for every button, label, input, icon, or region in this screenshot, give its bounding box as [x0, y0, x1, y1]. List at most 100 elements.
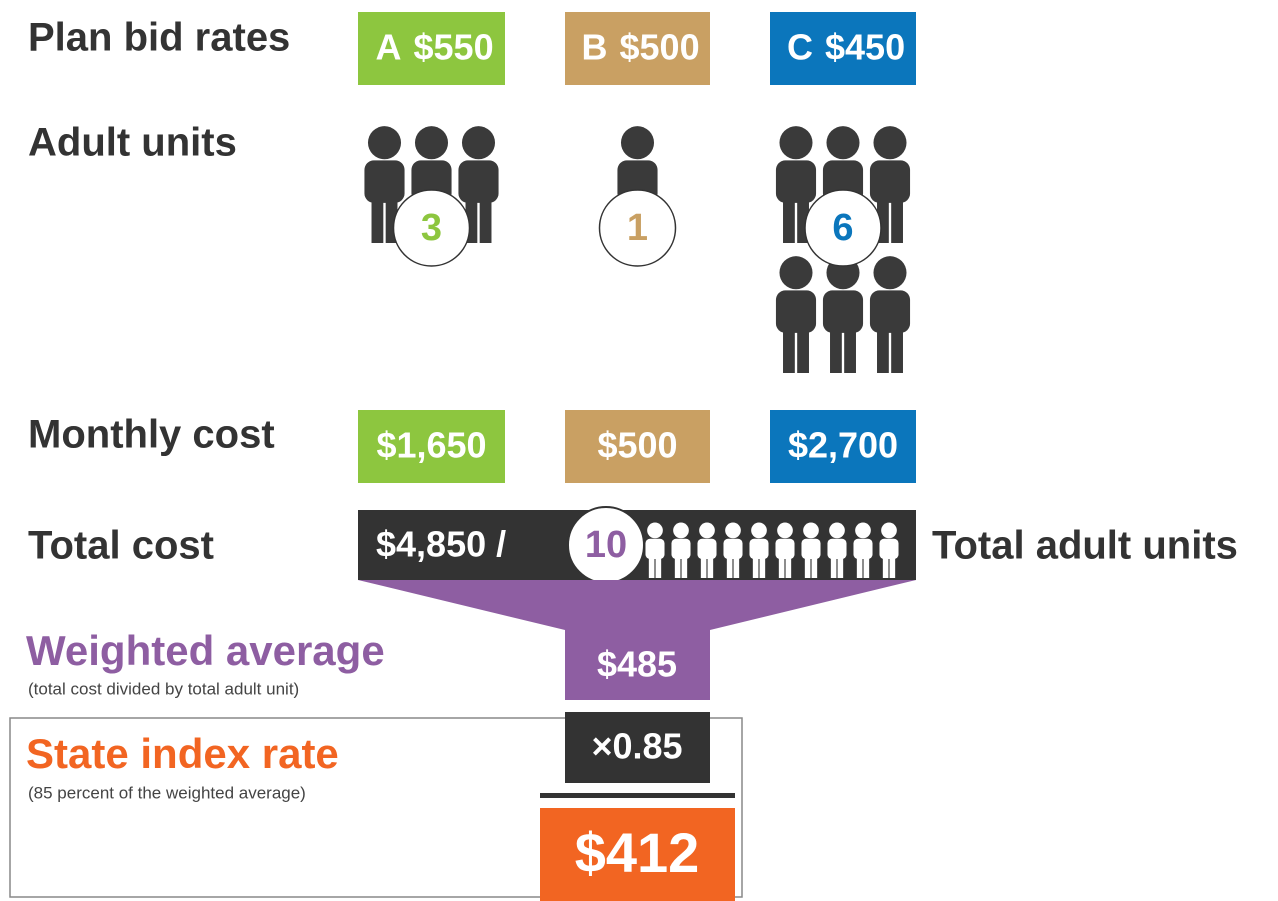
- person-head: [725, 522, 741, 539]
- person-head: [777, 522, 793, 539]
- person-leg: [674, 555, 681, 578]
- plan-units: 3: [421, 207, 442, 249]
- person-leg: [863, 555, 870, 578]
- person-leg: [759, 555, 766, 578]
- units-circle: [392, 189, 471, 267]
- person-body: [671, 538, 691, 559]
- person-head: [751, 522, 767, 539]
- multiplier: ×0.85: [591, 726, 682, 767]
- row-label: Total cost: [28, 524, 214, 568]
- units-circle: [598, 189, 677, 267]
- funnel: [358, 580, 916, 630]
- row-label: Plan bid rates: [28, 16, 290, 60]
- person-leg: [783, 325, 795, 373]
- total-cost: $4,850 /: [376, 524, 506, 565]
- person-head: [367, 126, 402, 160]
- cost-box: [770, 410, 916, 483]
- person-leg: [830, 325, 842, 373]
- person-head: [414, 126, 449, 160]
- plan-letter: C: [787, 27, 813, 68]
- divider: [540, 793, 735, 798]
- multiplier-box: [565, 712, 710, 783]
- cost-box: [565, 410, 710, 483]
- person-head: [855, 522, 871, 539]
- person-head: [620, 126, 655, 160]
- person-leg: [465, 195, 478, 243]
- rate-box: [770, 12, 916, 85]
- person-body: [775, 538, 795, 559]
- row-label: Total adult units: [932, 524, 1238, 568]
- person-head: [673, 522, 689, 539]
- person-body: [853, 538, 873, 559]
- state-note: (85 percent of the weighted average): [28, 783, 306, 802]
- plan-rate: $500: [620, 27, 700, 68]
- person-head: [873, 126, 907, 160]
- person-leg: [811, 555, 818, 578]
- person-leg: [889, 555, 896, 578]
- person-head: [779, 256, 813, 290]
- person-leg: [752, 555, 759, 578]
- person-leg: [681, 555, 688, 578]
- person-head: [699, 522, 715, 539]
- person-leg: [707, 555, 714, 578]
- person-head: [826, 126, 860, 160]
- units-circle: [804, 189, 882, 267]
- person-leg: [371, 195, 384, 243]
- person-leg: [733, 555, 740, 578]
- person-leg: [877, 195, 889, 243]
- person-body: [775, 290, 817, 333]
- weighted-note: (total cost divided by total adult unit): [28, 679, 299, 698]
- person-leg: [877, 325, 889, 373]
- person-head: [803, 522, 819, 539]
- state-panel: [9, 717, 743, 898]
- person-body: [645, 538, 665, 559]
- person-body: [869, 290, 911, 333]
- rate-box: [358, 12, 505, 85]
- person-leg: [797, 325, 809, 373]
- person-leg: [891, 195, 903, 243]
- cost-box: [358, 410, 505, 483]
- person-body: [827, 538, 847, 559]
- row-label: Adult units: [28, 121, 237, 165]
- person-body: [458, 160, 499, 203]
- person-body: [749, 538, 769, 559]
- person-leg: [804, 555, 811, 578]
- person-head: [779, 126, 813, 160]
- person-body: [869, 160, 911, 203]
- person-leg: [856, 555, 863, 578]
- person-leg: [655, 555, 662, 578]
- person-leg: [882, 555, 889, 578]
- person-body: [879, 538, 899, 559]
- weighted-value: $485: [597, 644, 677, 685]
- plan-rate: $550: [414, 27, 494, 68]
- plan-cost: $2,700: [788, 425, 898, 466]
- total-units: 10: [585, 524, 627, 566]
- person-body: [822, 290, 864, 333]
- state-value: $412: [575, 821, 700, 884]
- plan-rate: $450: [825, 27, 905, 68]
- person-body: [775, 160, 817, 203]
- plan-units: 1: [627, 207, 648, 249]
- plan-units: 6: [832, 207, 853, 249]
- plan-cost: $1,650: [376, 425, 486, 466]
- plan-letter: B: [582, 27, 608, 68]
- person-leg: [778, 555, 785, 578]
- row-label: Monthly cost: [28, 413, 275, 457]
- weighted-title: Weighted average: [26, 627, 385, 674]
- person-leg: [844, 325, 856, 373]
- person-body: [801, 538, 821, 559]
- person-body: [697, 538, 717, 559]
- person-leg: [837, 555, 844, 578]
- state-title: State index rate: [26, 730, 339, 777]
- person-leg: [479, 195, 492, 243]
- person-leg: [385, 195, 398, 243]
- person-leg: [726, 555, 733, 578]
- person-leg: [891, 325, 903, 373]
- rate-box: [565, 12, 710, 85]
- person-leg: [700, 555, 707, 578]
- person-body: [723, 538, 743, 559]
- person-leg: [785, 555, 792, 578]
- person-head: [647, 522, 663, 539]
- plan-cost: $500: [597, 425, 677, 466]
- person-head: [829, 522, 845, 539]
